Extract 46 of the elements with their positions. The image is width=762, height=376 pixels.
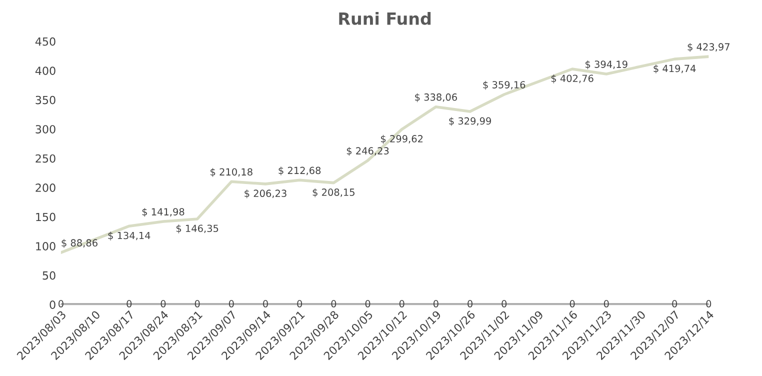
y-tick-label: 350 xyxy=(36,96,56,104)
data-label: $ 146,35 xyxy=(176,224,218,234)
chart-title: Runi Fund xyxy=(339,12,431,25)
y-tick-label: 50 xyxy=(42,271,56,280)
data-label: $ 88,86 xyxy=(62,239,98,248)
data-label: 0 xyxy=(160,300,166,308)
data-label: $ 141,98 xyxy=(142,208,184,217)
data-label: $ 246,23 xyxy=(346,146,389,156)
y-tick-label: 100 xyxy=(36,242,56,250)
data-label: $ 210,18 xyxy=(210,168,252,177)
data-label: 0 xyxy=(297,300,302,308)
data-label: $ 402,76 xyxy=(551,74,594,84)
y-tick-label: 150 xyxy=(36,212,56,222)
data-label: 0 xyxy=(126,300,132,308)
y-tick-label: 300 xyxy=(36,125,56,134)
data-label: 0 xyxy=(399,300,404,308)
data-label: $ 329,99 xyxy=(449,117,491,126)
data-label: 0 xyxy=(672,300,678,308)
y-tick-label: 0 xyxy=(50,300,56,309)
data-label: 0 xyxy=(228,300,234,308)
y-tick-label: 250 xyxy=(36,154,56,163)
data-label: $ 394,19 xyxy=(586,60,628,70)
data-label: 0 xyxy=(58,300,64,308)
data-label: $ 419,74 xyxy=(654,64,696,74)
data-label: $ 299,62 xyxy=(381,134,423,144)
data-label: 0 xyxy=(604,300,609,308)
data-label: 0 xyxy=(365,300,370,308)
data-label: 0 xyxy=(468,300,472,308)
data-label: 0 xyxy=(263,300,268,308)
data-label: $ 208,15 xyxy=(312,188,354,198)
line-series xyxy=(60,55,709,254)
data-label: 0 xyxy=(706,300,712,308)
y-tick-label: 400 xyxy=(35,66,56,75)
data-label: $ 423,97 xyxy=(688,43,730,52)
data-label: 0 xyxy=(331,300,336,308)
y-tick-label: 200 xyxy=(36,184,56,192)
y-tick-label: 450 xyxy=(35,37,56,46)
data-label: $ 134,14 xyxy=(108,232,150,240)
data-label: 0 xyxy=(502,300,507,308)
data-label: $ 212,68 xyxy=(278,166,321,176)
data-label: $ 338,06 xyxy=(415,93,457,102)
data-label: 0 xyxy=(570,300,575,308)
data-label: 0 xyxy=(194,300,200,308)
data-label: 0 xyxy=(433,300,438,308)
data-label: $ 359,16 xyxy=(483,80,526,90)
data-label: $ 206,23 xyxy=(244,189,286,198)
